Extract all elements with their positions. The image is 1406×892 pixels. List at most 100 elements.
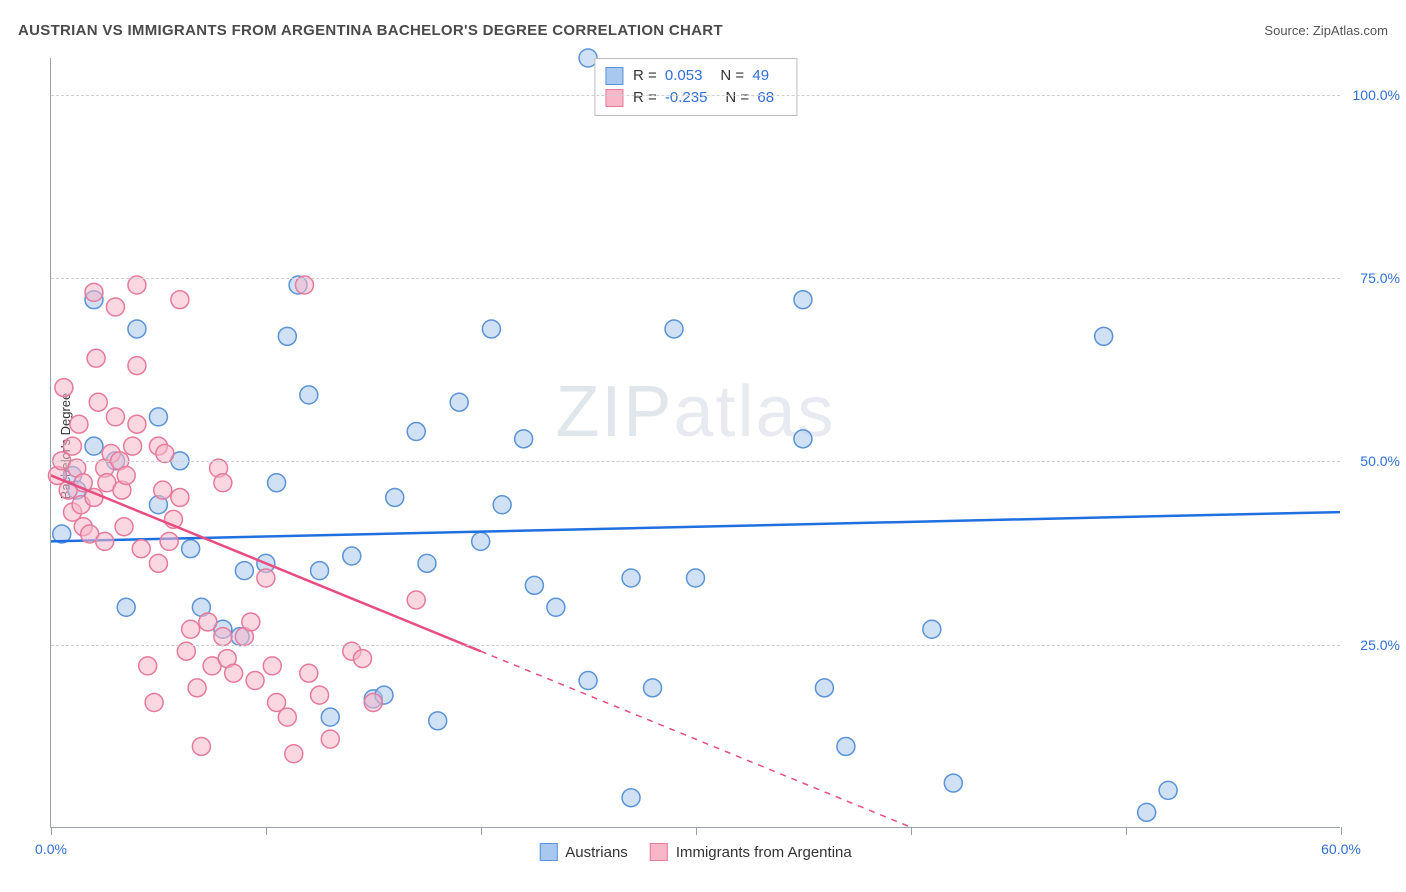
stat-r: R = -0.235 (633, 87, 715, 109)
scatter-point (160, 532, 178, 550)
source-label: Source: (1264, 23, 1309, 38)
scatter-point (386, 488, 404, 506)
scatter-point (117, 466, 135, 484)
scatter-point (644, 679, 662, 697)
legend-label: Austrians (565, 844, 628, 861)
scatter-point (515, 430, 533, 448)
scatter-point (199, 613, 217, 631)
scatter-point (55, 379, 73, 397)
stat-n: N = 68 (725, 87, 782, 109)
scatter-point (188, 679, 206, 697)
scatter-point (149, 554, 167, 572)
gridline (51, 278, 1340, 279)
scatter-point (923, 620, 941, 638)
scatter-point (182, 620, 200, 638)
scatter-point (128, 320, 146, 338)
scatter-point (321, 730, 339, 748)
scatter-point (622, 789, 640, 807)
scatter-point (687, 569, 705, 587)
scatter-point (225, 664, 243, 682)
chart-svg (51, 58, 1340, 827)
y-tick-label: 25.0% (1345, 637, 1400, 653)
scatter-point (235, 562, 253, 580)
scatter-point (115, 518, 133, 536)
scatter-point (300, 386, 318, 404)
scatter-point (482, 320, 500, 338)
plot-area: ZIPatlas R = 0.053N = 49R = -0.235N = 68… (50, 58, 1340, 828)
scatter-point (139, 657, 157, 675)
scatter-point (418, 554, 436, 572)
gridline (51, 461, 1340, 462)
trend-line (51, 475, 481, 651)
x-tick-mark (266, 827, 267, 835)
scatter-point (117, 598, 135, 616)
scatter-point (837, 737, 855, 755)
source-name[interactable]: ZipAtlas.com (1313, 23, 1388, 38)
scatter-point (407, 591, 425, 609)
scatter-point (154, 481, 172, 499)
scatter-point (149, 408, 167, 426)
scatter-point (106, 408, 124, 426)
scatter-point (171, 488, 189, 506)
scatter-point (89, 393, 107, 411)
scatter-point (124, 437, 142, 455)
scatter-point (429, 712, 447, 730)
scatter-point (579, 672, 597, 690)
scatter-point (132, 540, 150, 558)
x-tick-mark (1126, 827, 1127, 835)
scatter-point (472, 532, 490, 550)
scatter-point (450, 393, 468, 411)
x-tick-mark (911, 827, 912, 835)
scatter-point (1159, 781, 1177, 799)
legend-label: Immigrants from Argentina (676, 844, 852, 861)
scatter-point (300, 664, 318, 682)
scatter-point (242, 613, 260, 631)
scatter-point (257, 569, 275, 587)
trend-line (51, 512, 1340, 541)
x-tick-mark (51, 827, 52, 835)
scatter-point (1095, 327, 1113, 345)
gridline (51, 645, 1340, 646)
stats-row: R = -0.235 N = 68 (605, 87, 782, 109)
scatter-point (944, 774, 962, 792)
scatter-point (285, 745, 303, 763)
scatter-point (278, 708, 296, 726)
scatter-point (794, 291, 812, 309)
scatter-point (171, 291, 189, 309)
y-tick-label: 75.0% (1345, 270, 1400, 286)
scatter-point (96, 532, 114, 550)
header: AUSTRIAN VS IMMIGRANTS FROM ARGENTINA BA… (18, 22, 1388, 39)
legend-item: Immigrants from Argentina (650, 843, 852, 861)
scatter-point (525, 576, 543, 594)
scatter-point (547, 598, 565, 616)
scatter-point (364, 694, 382, 712)
scatter-point (311, 686, 329, 704)
scatter-point (145, 694, 163, 712)
legend-item: Austrians (539, 843, 628, 861)
scatter-point (321, 708, 339, 726)
x-tick-mark (1341, 827, 1342, 835)
x-tick-mark (696, 827, 697, 835)
stat-n: N = 49 (720, 65, 777, 87)
scatter-point (493, 496, 511, 514)
scatter-point (343, 547, 361, 565)
scatter-point (246, 672, 264, 690)
gridline (51, 95, 1340, 96)
legend-swatch (539, 843, 557, 861)
scatter-point (156, 444, 174, 462)
legend-swatch (605, 67, 623, 85)
scatter-point (214, 474, 232, 492)
x-tick-label: 60.0% (1321, 841, 1361, 857)
legend-swatch (605, 89, 623, 107)
scatter-point (106, 298, 124, 316)
series-legend: Austrians Immigrants from Argentina (539, 843, 851, 861)
stats-legend-box: R = 0.053 N = 49R = -0.235 N = 68 (594, 58, 797, 116)
scatter-point (278, 327, 296, 345)
legend-swatch (650, 843, 668, 861)
stat-r: R = 0.053 (633, 65, 710, 87)
scatter-point (70, 415, 88, 433)
scatter-point (268, 474, 286, 492)
scatter-point (128, 415, 146, 433)
scatter-point (182, 540, 200, 558)
scatter-point (214, 628, 232, 646)
